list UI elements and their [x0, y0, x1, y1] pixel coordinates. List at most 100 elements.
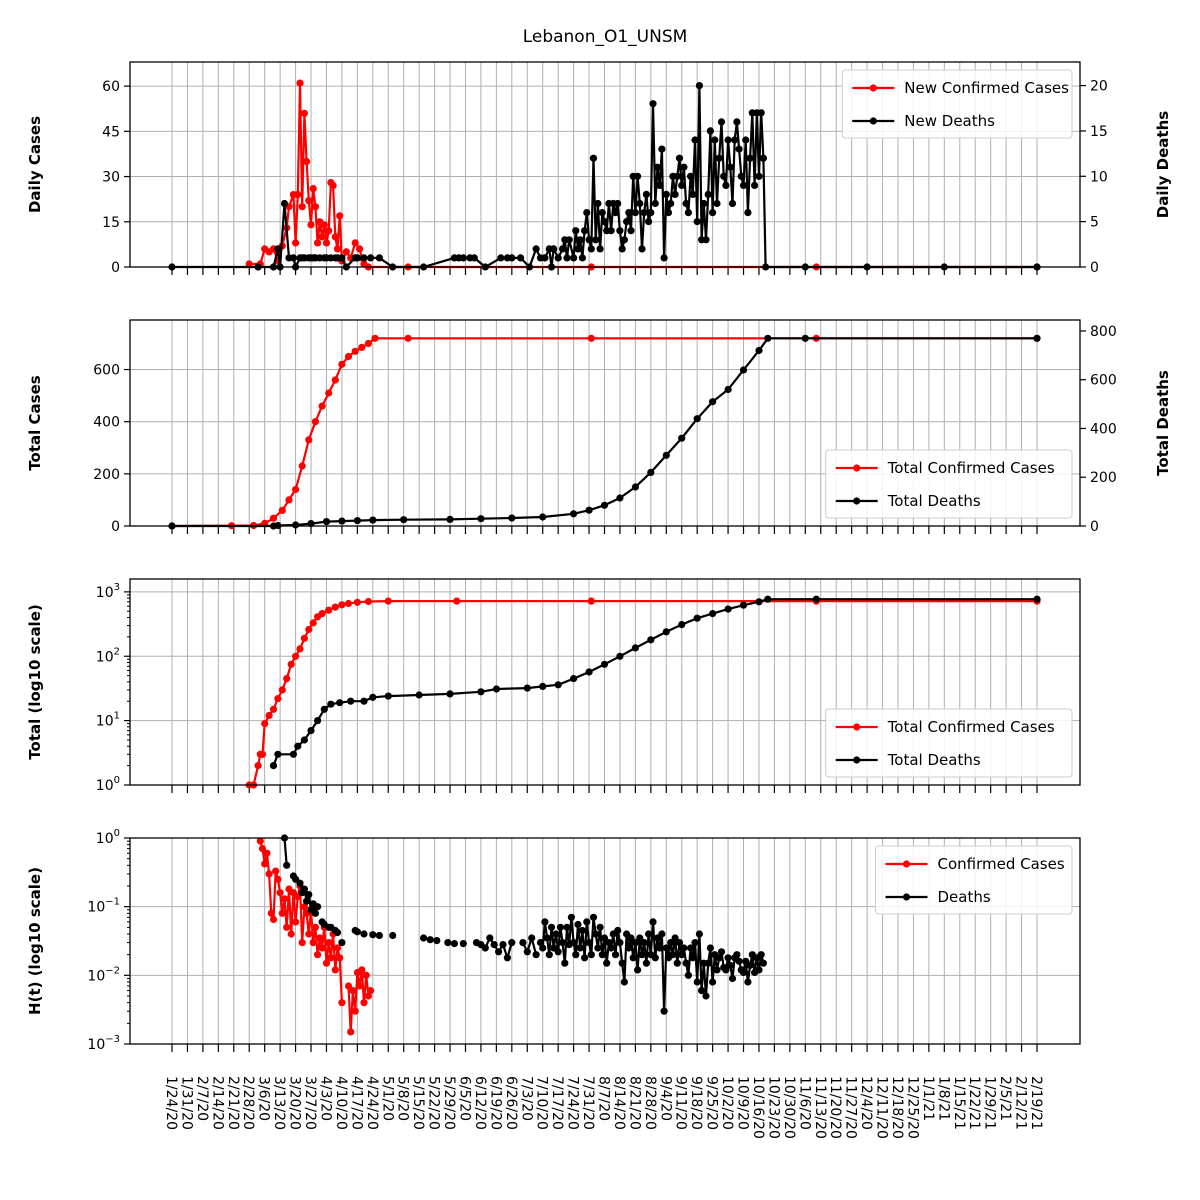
data-point: [627, 227, 635, 235]
data-point: [616, 652, 624, 660]
data-point: [638, 951, 646, 959]
y-right-tick-label: 0: [1090, 260, 1099, 276]
data-point: [764, 334, 772, 342]
x-tick-label: 1/31/20: [178, 1076, 194, 1130]
data-point: [706, 127, 715, 135]
data-point: [755, 966, 763, 974]
x-tick-label: 8/21/20: [626, 1076, 642, 1130]
data-point: [289, 254, 297, 262]
data-point: [351, 1007, 359, 1015]
x-tick-label: 5/8/20: [395, 1076, 411, 1121]
data-point: [307, 221, 315, 229]
data-point: [433, 937, 441, 945]
x-tick-label: 1/29/21: [982, 1076, 998, 1130]
x-tick-label: 9/11/20: [673, 1076, 689, 1130]
data-point: [572, 227, 580, 235]
y-axis-label-left: Total (log10 scale): [26, 604, 44, 759]
data-point: [296, 79, 304, 87]
data-point: [543, 934, 551, 942]
x-tick-label: 1/8/21: [935, 1076, 951, 1121]
data-point: [351, 239, 359, 247]
data-point: [673, 959, 681, 967]
data-point: [267, 909, 275, 917]
data-point: [702, 992, 710, 1000]
data-point: [450, 940, 458, 948]
data-point: [283, 861, 291, 869]
data-point: [495, 948, 503, 956]
data-point: [342, 248, 350, 256]
data-point: [675, 154, 684, 162]
x-tick-label: 1/22/21: [966, 1076, 982, 1130]
data-point: [371, 334, 379, 342]
x-tick-label: 11/20/20: [827, 1076, 843, 1139]
data-point: [647, 636, 655, 644]
x-tick-label: 10/16/20: [750, 1076, 766, 1139]
y-right-tick-label: 400: [1090, 421, 1117, 437]
data-point: [539, 944, 547, 952]
data-point: [746, 154, 754, 162]
x-tick-label: 9/18/20: [688, 1076, 704, 1130]
data-point: [585, 939, 593, 947]
x-tick-label: 7/3/20: [518, 1076, 534, 1121]
data-point: [645, 930, 653, 938]
data-point: [570, 254, 578, 262]
data-point: [649, 918, 657, 926]
data-point: [269, 915, 278, 924]
data-point: [638, 245, 646, 253]
y-tick-label: 600: [93, 363, 120, 379]
data-point: [364, 992, 372, 1000]
data-point: [364, 339, 372, 348]
data-point: [309, 619, 317, 627]
data-point: [567, 913, 576, 921]
y-right-tick-label: 20: [1090, 79, 1108, 95]
x-tick-label: 8/14/20: [611, 1076, 627, 1130]
data-point: [263, 849, 271, 857]
data-point: [314, 903, 322, 911]
data-point: [596, 245, 604, 253]
data-point: [245, 260, 253, 268]
data-point: [682, 199, 690, 208]
data-point: [706, 944, 715, 952]
data-point: [545, 951, 553, 959]
legend-label: Confirmed Cases: [938, 855, 1065, 873]
data-point: [278, 506, 286, 514]
data-point: [541, 254, 549, 262]
x-tick-label: 10/2/20: [719, 1076, 735, 1130]
y-right-tick-label: 5: [1090, 215, 1099, 231]
x-tick-label: 10/23/20: [765, 1076, 781, 1139]
data-point: [616, 227, 624, 235]
y-tick-label: 101: [96, 711, 120, 730]
data-point: [331, 966, 339, 974]
y-axis-label-right: Total Deaths: [1154, 370, 1172, 476]
data-point: [336, 954, 344, 962]
data-point: [1033, 334, 1041, 342]
data-point: [364, 597, 372, 606]
x-tick-label: 4/17/20: [348, 1076, 364, 1130]
data-point: [726, 163, 734, 171]
data-point: [344, 982, 353, 990]
data-point: [717, 948, 726, 956]
series-line: [283, 837, 288, 866]
data-point: [298, 203, 306, 211]
data-point: [532, 245, 540, 253]
data-point: [327, 954, 335, 962]
y-tick-label: 200: [93, 467, 120, 483]
data-point: [583, 918, 591, 926]
data-point: [311, 203, 319, 211]
x-tick-label: 9/25/20: [704, 1076, 720, 1130]
data-point: [687, 172, 695, 180]
data-point: [336, 699, 344, 707]
data-point: [687, 944, 695, 952]
data-point: [717, 118, 726, 126]
data-point: [278, 686, 286, 694]
data-point: [296, 645, 304, 653]
x-tick-label: 11/13/20: [812, 1076, 828, 1139]
data-point: [269, 705, 278, 713]
data-point: [256, 837, 264, 845]
data-point: [709, 978, 717, 986]
data-point: [669, 951, 677, 959]
data-point: [759, 154, 768, 162]
data-point: [254, 762, 262, 770]
series-line: [521, 936, 538, 955]
